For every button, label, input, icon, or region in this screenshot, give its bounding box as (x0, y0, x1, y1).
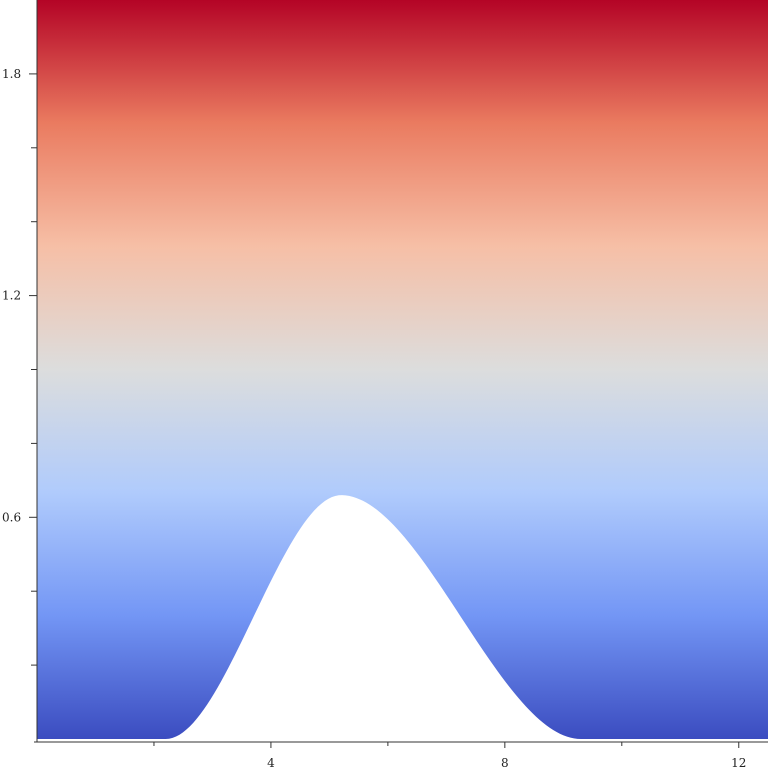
x-tick-label: 12 (731, 756, 746, 768)
axis-ticks: 4 8 12 0.6 1.2 1.8 (2, 67, 746, 768)
y-tick-label: 1.8 (2, 67, 21, 81)
x-tick-label: 8 (501, 756, 509, 768)
x-tick-label: 4 (267, 756, 275, 768)
y-tick-label: 1.2 (2, 289, 21, 303)
y-tick-label: 0.6 (2, 510, 21, 524)
terrain-bump (165, 495, 581, 739)
